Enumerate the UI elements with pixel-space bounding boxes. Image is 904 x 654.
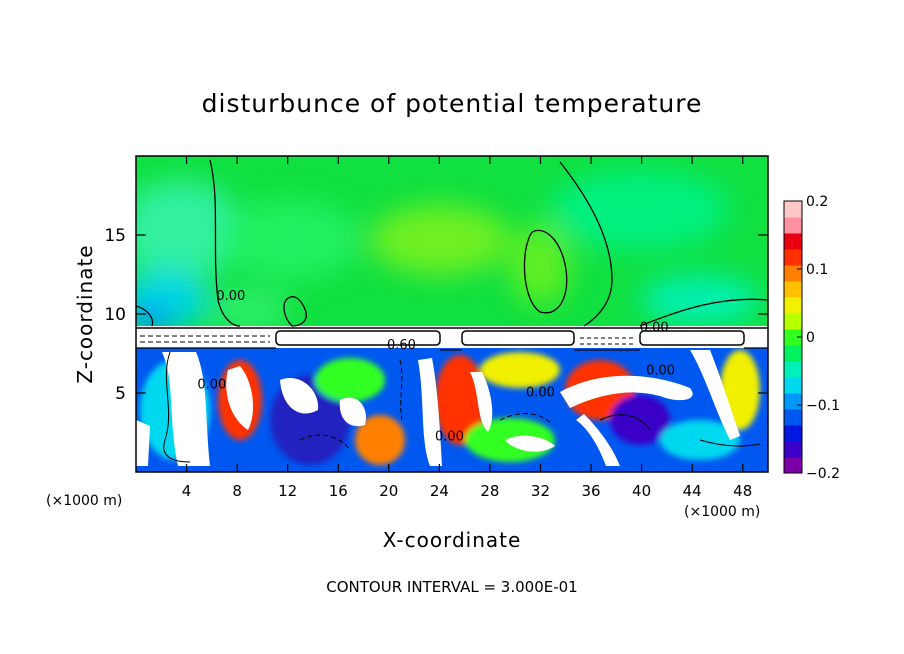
- colorbar-swatch: [784, 393, 802, 410]
- y-tick-label: 5: [115, 384, 126, 404]
- y-axis-ticks: 5 10 15: [104, 226, 768, 404]
- colorbar-swatch: [784, 377, 802, 394]
- colorbar-swatch: [784, 233, 802, 250]
- colorbar-swatch: [784, 441, 802, 458]
- colorbar: [783, 200, 803, 474]
- contour-label: 0.00: [435, 430, 464, 445]
- x-axis-ticks: 4 8 12 16 20 24 28 32 36 40 44 48: [182, 156, 752, 500]
- contour-label: 0.00: [216, 289, 245, 304]
- contour-label: 0.00: [526, 385, 555, 400]
- x-tick-label: 24: [430, 482, 449, 500]
- colorbar-swatch: [784, 281, 802, 298]
- colorbar-swatch: [784, 265, 802, 282]
- colorbar-swatch: [784, 361, 802, 378]
- x-tick-label: 4: [182, 482, 192, 500]
- colorbar-swatch: [784, 249, 802, 266]
- contour-label: 0.00: [640, 321, 669, 336]
- x-axis-label: X-coordinate: [383, 528, 522, 552]
- colorbar-swatch: [784, 425, 802, 442]
- x-tick-label: 8: [232, 482, 242, 500]
- x-tick-label: 40: [632, 482, 651, 500]
- plot-field: [136, 156, 768, 472]
- colorbar-tick-label: −0.1: [806, 398, 840, 414]
- x-tick-label: 48: [733, 482, 752, 500]
- contour-label: 0.00: [646, 363, 675, 378]
- colorbar-tick-label: 0: [806, 330, 815, 346]
- x-tick-label: 28: [480, 482, 499, 500]
- x-tick-label: 32: [531, 482, 550, 500]
- contour-interval-note: CONTOUR INTERVAL = 3.000E-01: [326, 578, 577, 596]
- colorbar-swatch: [784, 409, 802, 426]
- contour-labels: 0.60 0.00 0.00 0.00 0.00 0.00 0.00: [197, 289, 675, 445]
- colorbar-swatch: [784, 345, 802, 362]
- x-tick-label: 44: [683, 482, 702, 500]
- contour-label: 0.60: [387, 338, 416, 353]
- colorbar-tick-label: 0.1: [806, 262, 828, 278]
- x-unit-right: (×1000 m): [684, 504, 760, 520]
- colorbar-swatch: [784, 201, 802, 218]
- colorbar-swatch: [784, 457, 802, 474]
- y-tick-label: 15: [104, 226, 126, 246]
- x-tick-label: 12: [278, 482, 297, 500]
- colorbar-swatch: [784, 313, 802, 330]
- colorbar-swatch: [784, 297, 802, 314]
- y-tick-label: 10: [104, 305, 126, 325]
- x-tick-label: 36: [581, 482, 600, 500]
- colorbar-tick-label: −0.2: [806, 466, 840, 482]
- x-tick-label: 16: [329, 482, 348, 500]
- x-unit-left: (×1000 m): [46, 493, 122, 509]
- contour-label: 0.00: [197, 378, 226, 393]
- x-tick-label: 20: [379, 482, 398, 500]
- chart-title: disturbunce of potential temperature: [202, 89, 703, 118]
- colorbar-tick-label: 0.2: [806, 194, 828, 210]
- colorbar-swatch: [784, 329, 802, 346]
- colorbar-ticks: 0.2 0.1 0 −0.1 −0.2: [797, 194, 840, 482]
- y-axis-label: Z-coordinate: [73, 244, 97, 383]
- colorbar-swatch: [784, 217, 802, 234]
